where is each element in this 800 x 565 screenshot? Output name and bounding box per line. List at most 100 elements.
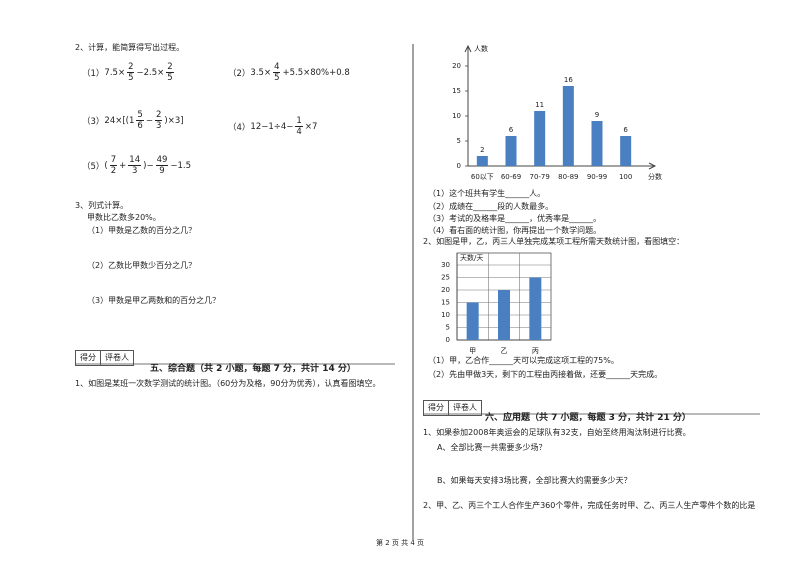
- premise: 甲数比乙数多20%。: [87, 213, 161, 222]
- expr-text: +: [119, 160, 127, 171]
- value-label: 9: [595, 111, 599, 119]
- denominator: 9: [159, 166, 165, 176]
- x-tick-label: 60以下: [471, 173, 494, 181]
- x-tick-label: 70-79: [529, 173, 549, 181]
- expr-text: 3.5×: [250, 67, 272, 78]
- expression: （3） 24×[(1 5 6−2 3)×3]: [82, 110, 184, 131]
- score-cell: 得分: [80, 353, 96, 362]
- bar: [466, 302, 479, 340]
- bar: [498, 290, 510, 340]
- denominator: 2: [110, 166, 117, 176]
- y-tick-label: 15: [452, 87, 461, 95]
- value-label: 2: [480, 146, 484, 154]
- item-label: （3）: [82, 116, 105, 127]
- y-tick-label: 25: [441, 274, 450, 282]
- bar: [591, 121, 603, 166]
- numerator: 1: [295, 116, 303, 127]
- value-label: 16: [564, 76, 573, 84]
- numerator: 49: [155, 155, 169, 166]
- sub-question: （4）看右面的统计图，你再提出一个数学问题。: [428, 226, 602, 235]
- bar: [505, 136, 517, 166]
- numerator: 2: [154, 110, 163, 121]
- sub-question: （1）甲数是乙数的百分之几？: [87, 226, 197, 235]
- expr-text: )−: [143, 160, 154, 171]
- y-axis-label: 人数: [474, 44, 488, 53]
- item-label: （2）: [228, 68, 251, 79]
- y-tick-label: 0: [446, 336, 450, 344]
- score-box: 得分 评卷人: [423, 400, 482, 416]
- axis-arrow: [464, 44, 472, 53]
- expr-text: 7.5×: [104, 67, 126, 78]
- section-title: 五、综合题（共 2 小题，每题 7 分，共计 14 分）: [150, 364, 356, 374]
- page-footer: 第 2 页 共 4 页: [375, 539, 425, 547]
- denominator: 5: [167, 73, 173, 83]
- item-label: （5）: [82, 161, 105, 172]
- value-label: 6: [509, 126, 514, 134]
- x-tick-label: 60-69: [501, 173, 521, 181]
- question: 1、如图是某班一次数学测试的统计图。（60分为及格，90分为优秀），认真看图填空…: [75, 379, 381, 388]
- score-box: 得分 评卷人: [75, 350, 134, 366]
- numerator: 2: [127, 62, 135, 73]
- sub-question: （2）成绩在______段的人数最多。: [428, 202, 554, 211]
- question-title: 2、计算，能简算得写出过程。: [75, 43, 185, 52]
- x-axis-label: 分数: [648, 172, 662, 181]
- x-tick-label: 乙: [501, 347, 508, 355]
- expr-text: 24×[(1: [104, 115, 135, 126]
- y-tick-label: 0: [457, 162, 461, 170]
- x-tick-label: 甲: [469, 347, 476, 355]
- bar: [562, 86, 574, 166]
- expr-text: ×7: [304, 121, 318, 132]
- denominator: 4: [296, 127, 302, 137]
- expression: （5）(7 2 +14 3)− 49 9 −1.5: [82, 155, 191, 176]
- denominator: 3: [155, 121, 162, 131]
- x-tick-label: 丙: [532, 347, 539, 355]
- y-axis-label: 天数/天: [460, 253, 483, 262]
- score-cell: 评卷人: [448, 401, 481, 415]
- sub-question: （2）先由甲做3天，剩下的工程由丙接着做，还要______天完成。: [428, 370, 663, 379]
- axis-arrow: [648, 162, 657, 170]
- denominator: 5: [274, 73, 280, 83]
- score-cell: 得分: [428, 403, 444, 412]
- question: 2、如图是甲，乙，丙三人单独完成某项工程所需天数统计图，看图填空：: [423, 237, 685, 246]
- question: 1、如果参加2008年奥运会的足球队有32支，自始至终用淘汰制进行比赛。: [423, 428, 691, 437]
- expr-text: −2.5×: [136, 67, 165, 78]
- bar: [620, 136, 632, 166]
- expr-text: −1.5: [170, 160, 192, 171]
- y-tick-label: 5: [457, 137, 461, 145]
- numerator: 7: [109, 155, 118, 166]
- question: B、如果每天安排3场比赛，全部比赛大约需要多少天？: [437, 476, 632, 485]
- item-label: （1）: [82, 68, 105, 79]
- value-label: 11: [535, 101, 544, 109]
- sub-question: （1）甲，乙合作______天可以完成这项工程的75%。: [428, 356, 619, 365]
- question: 2、甲、乙、丙三个工人合作生产360个零件，完成任务时甲、乙、丙三人生产零件个数…: [423, 501, 756, 510]
- numerator: 14: [128, 155, 142, 166]
- numerator: 5: [136, 110, 144, 121]
- question: A、全部比赛一共需要多少场？: [437, 443, 547, 452]
- expression: （2） 3.5× 4 5 +5.5×80%+0.8: [228, 62, 350, 83]
- value-label: 6: [623, 126, 628, 134]
- y-tick-label: 15: [441, 299, 450, 307]
- fraction: 49 9: [155, 155, 169, 176]
- section-title: 六、应用题（共 7 小题，每题 3 分，共计 21 分）: [485, 413, 691, 423]
- denominator: 6: [137, 121, 143, 131]
- expr-text: )×3]: [164, 115, 184, 126]
- numerator: 2: [166, 62, 174, 73]
- sub-question: （1）这个班共有学生______人。: [428, 189, 546, 198]
- denominator: 5: [128, 73, 134, 83]
- expr-text: (: [104, 160, 108, 171]
- numerator: 4: [273, 62, 281, 73]
- y-tick-label: 5: [446, 324, 450, 332]
- fraction: 14 3: [128, 155, 142, 176]
- question-title: 3、列式计算。: [75, 201, 129, 210]
- denominator: 3: [132, 166, 138, 176]
- item-label: （4）: [228, 122, 251, 133]
- bar: [534, 111, 546, 166]
